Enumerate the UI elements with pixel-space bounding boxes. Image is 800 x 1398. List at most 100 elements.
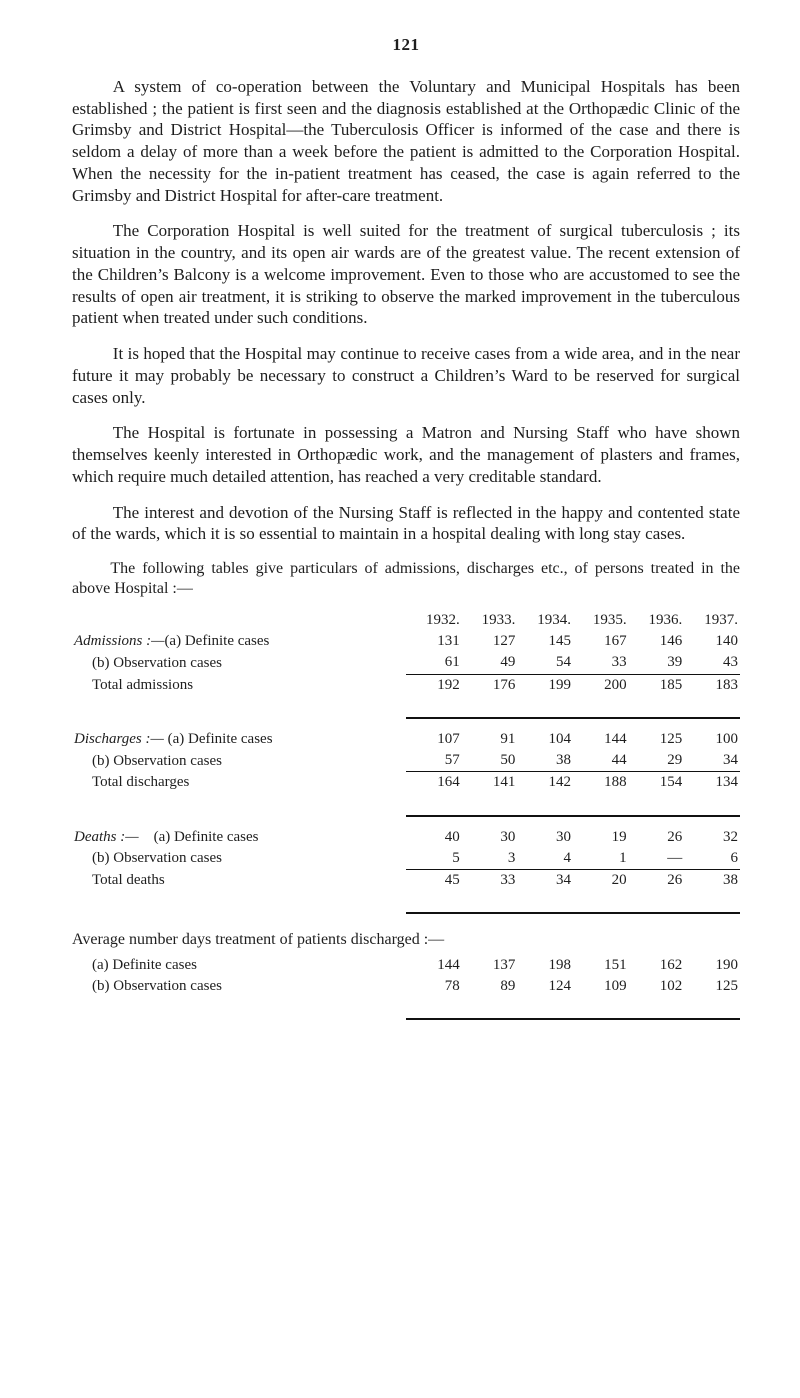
cell: 38 bbox=[684, 870, 740, 892]
cell: 61 bbox=[406, 652, 462, 674]
cell: 100 bbox=[684, 729, 740, 750]
cell: 164 bbox=[406, 772, 462, 794]
cell: 146 bbox=[629, 631, 685, 652]
cell: 91 bbox=[462, 729, 518, 750]
cell: 198 bbox=[517, 955, 573, 976]
year-1935: 1935. bbox=[573, 610, 629, 631]
cell: 6 bbox=[684, 848, 740, 870]
year-1932: 1932. bbox=[406, 610, 462, 631]
total-row: Total discharges 164 141 142 188 154 134 bbox=[72, 772, 740, 794]
total-row: Total deaths 45 33 34 20 26 38 bbox=[72, 870, 740, 892]
cell: 30 bbox=[462, 827, 518, 848]
cell: 124 bbox=[517, 976, 573, 997]
cell: 43 bbox=[684, 652, 740, 674]
cell: 185 bbox=[629, 674, 685, 696]
total-row: Total admissions 192 176 199 200 185 183 bbox=[72, 674, 740, 696]
cell: 89 bbox=[462, 976, 518, 997]
cell: 109 bbox=[573, 976, 629, 997]
cell: 125 bbox=[684, 976, 740, 997]
paragraph-1: A system of co-operation between the Vol… bbox=[72, 76, 740, 207]
cell: 57 bbox=[406, 750, 462, 772]
cell: 54 bbox=[517, 652, 573, 674]
cell: 200 bbox=[573, 674, 629, 696]
cell: 34 bbox=[517, 870, 573, 892]
total-label: Total admissions bbox=[74, 677, 193, 693]
cell: 5 bbox=[406, 848, 462, 870]
table-row: (b) Observation cases 57 50 38 44 29 34 bbox=[72, 750, 740, 772]
cell: 49 bbox=[462, 652, 518, 674]
cell: 38 bbox=[517, 750, 573, 772]
cell: 167 bbox=[573, 631, 629, 652]
table-row: (a) Definite cases 144 137 198 151 162 1… bbox=[72, 955, 740, 976]
table-row: (b) Observation cases 5 3 4 1 — 6 bbox=[72, 848, 740, 870]
table-row: Admissions :—(a) Definite cases 131 127 … bbox=[72, 631, 740, 652]
cell: 125 bbox=[629, 729, 685, 750]
cell: 131 bbox=[406, 631, 462, 652]
cell: 26 bbox=[629, 827, 685, 848]
section-head-admissions: Admissions :— bbox=[74, 633, 164, 649]
year-1934: 1934. bbox=[517, 610, 573, 631]
admissions-table: 1932. 1933. 1934. 1935. 1936. 1937. Admi… bbox=[72, 610, 740, 719]
cell: 141 bbox=[462, 772, 518, 794]
tables-intro: The following tables give particulars of… bbox=[72, 559, 740, 600]
cell: 176 bbox=[462, 674, 518, 696]
cell: 102 bbox=[629, 976, 685, 997]
deaths-table: Deaths :— (a) Definite cases 40 30 30 19… bbox=[72, 827, 740, 915]
cell: 183 bbox=[684, 674, 740, 696]
row-label: (a) Definite cases bbox=[164, 633, 269, 649]
paragraph-5: The interest and devotion of the Nursing… bbox=[72, 502, 740, 546]
cell: 142 bbox=[517, 772, 573, 794]
cell: 19 bbox=[573, 827, 629, 848]
section-head-discharges: Discharges :— bbox=[74, 731, 164, 747]
cell: 144 bbox=[406, 955, 462, 976]
paragraph-3: It is hoped that the Hospital may contin… bbox=[72, 343, 740, 408]
paragraph-2: The Corporation Hospital is well suited … bbox=[72, 220, 740, 329]
table-row: Deaths :— (a) Definite cases 40 30 30 19… bbox=[72, 827, 740, 848]
cell: 4 bbox=[517, 848, 573, 870]
row-label: (a) Definite cases bbox=[154, 829, 259, 845]
cell: 134 bbox=[684, 772, 740, 794]
table-row: Discharges :— (a) Definite cases 107 91 … bbox=[72, 729, 740, 750]
year-1933: 1933. bbox=[462, 610, 518, 631]
cell: 39 bbox=[629, 652, 685, 674]
cell: 50 bbox=[462, 750, 518, 772]
cell: 145 bbox=[517, 631, 573, 652]
row-label: (b) Observation cases bbox=[74, 753, 222, 769]
cell: 34 bbox=[684, 750, 740, 772]
cell: 151 bbox=[573, 955, 629, 976]
cell: 127 bbox=[462, 631, 518, 652]
cell: 40 bbox=[406, 827, 462, 848]
table-row: (b) Observation cases 78 89 124 109 102 … bbox=[72, 976, 740, 997]
avg-intro: Average number days treatment of patient… bbox=[72, 930, 740, 950]
cell: 26 bbox=[629, 870, 685, 892]
cell: 29 bbox=[629, 750, 685, 772]
cell: 20 bbox=[573, 870, 629, 892]
average-days-table: (a) Definite cases 144 137 198 151 162 1… bbox=[72, 955, 740, 1021]
cell: 192 bbox=[406, 674, 462, 696]
cell: 78 bbox=[406, 976, 462, 997]
cell: 137 bbox=[462, 955, 518, 976]
discharges-table: Discharges :— (a) Definite cases 107 91 … bbox=[72, 729, 740, 817]
row-label: (b) Observation cases bbox=[74, 978, 222, 994]
cell: 1 bbox=[573, 848, 629, 870]
section-head-deaths: Deaths :— bbox=[74, 829, 139, 845]
cell: — bbox=[629, 848, 685, 870]
cell: 45 bbox=[406, 870, 462, 892]
page-number: 121 bbox=[72, 34, 740, 56]
cell: 144 bbox=[573, 729, 629, 750]
cell: 162 bbox=[629, 955, 685, 976]
cell: 190 bbox=[684, 955, 740, 976]
cell: 154 bbox=[629, 772, 685, 794]
paragraph-4: The Hospital is fortunate in possessing … bbox=[72, 422, 740, 487]
row-label: (b) Observation cases bbox=[74, 655, 222, 671]
row-label: (b) Observation cases bbox=[74, 850, 222, 866]
total-label: Total deaths bbox=[74, 872, 165, 888]
year-1936: 1936. bbox=[629, 610, 685, 631]
cell: 104 bbox=[517, 729, 573, 750]
cell: 33 bbox=[462, 870, 518, 892]
cell: 32 bbox=[684, 827, 740, 848]
cell: 44 bbox=[573, 750, 629, 772]
cell: 3 bbox=[462, 848, 518, 870]
row-label: (a) Definite cases bbox=[74, 957, 197, 973]
cell: 107 bbox=[406, 729, 462, 750]
